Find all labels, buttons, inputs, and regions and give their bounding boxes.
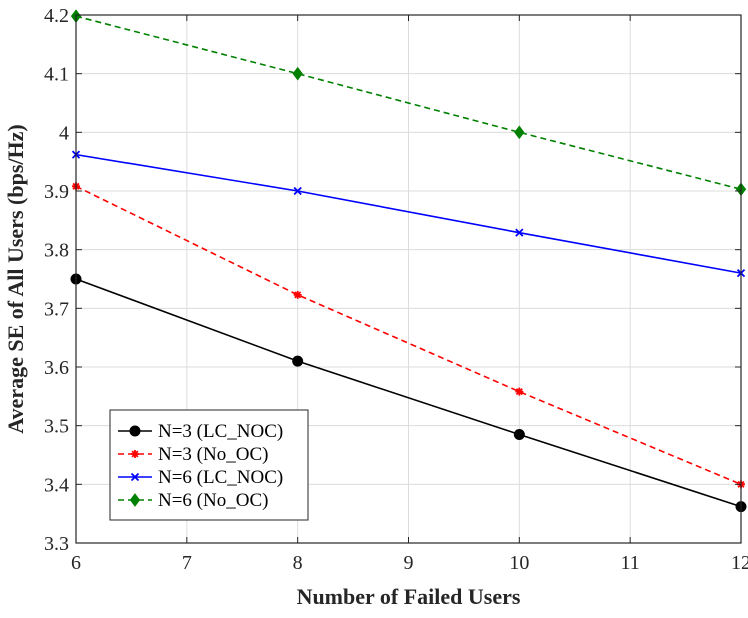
x-tick-label: 10 <box>509 552 529 574</box>
y-tick-label: 3.8 <box>44 240 69 262</box>
x-axis-label: Number of Failed Users <box>297 584 521 609</box>
series-3-point <box>515 228 524 237</box>
legend-box <box>109 409 309 521</box>
y-tick-label: 4 <box>59 122 69 144</box>
y-axis-label: Average SE of All Users (bps/Hz) <box>3 124 28 433</box>
legend-marker-1 <box>129 425 141 437</box>
series-3-point <box>293 186 302 196</box>
y-tick-label: 3.6 <box>44 357 69 379</box>
legend: N=3 (LC_NOC)N=3 (No_OC)N=6 (LC_NOC)N=6 (… <box>109 409 309 521</box>
series-1-point <box>513 428 525 440</box>
ticks: 6 7 8 9 10 11 12 3.3 3.4 3.5 3.6 3.7 3.8 3.9 4 4.1 4.2 <box>44 5 748 574</box>
series-1 <box>70 273 747 513</box>
legend-label-4: N=6 (No_OC) <box>158 490 268 511</box>
y-tick-label: 3.7 <box>44 298 69 320</box>
series-4-point <box>514 125 525 140</box>
series-2-point <box>515 387 524 396</box>
y-tick-label: 3.5 <box>44 416 69 438</box>
legend-label-3: N=6 (LC_NOC) <box>158 467 283 488</box>
x-tick-label: 9 <box>404 552 414 574</box>
series-2-line <box>75 185 742 486</box>
series-3-line <box>75 153 742 274</box>
y-tick-label: 3.3 <box>44 533 69 555</box>
x-tick-label: 6 <box>71 552 81 574</box>
series-4-line <box>75 15 742 191</box>
y-tick-label: 3.4 <box>44 474 69 496</box>
y-tick-label: 4.1 <box>44 64 69 86</box>
series-4 <box>70 9 747 197</box>
x-tick-label: 7 <box>182 552 192 574</box>
x-tick-label: 12 <box>731 552 748 574</box>
series-3 <box>71 150 746 278</box>
series-4-point <box>292 66 303 81</box>
series-2-point <box>293 290 302 299</box>
x-tick-label: 8 <box>293 552 303 574</box>
legend-marker-4 <box>129 493 141 507</box>
series-1-point <box>292 355 304 367</box>
series-layer <box>70 9 747 513</box>
legend-marker-3 <box>130 472 140 482</box>
x-tick-label: 11 <box>621 552 640 574</box>
legend-label-1: N=3 (LC_NOC) <box>158 421 283 442</box>
y-tick-label: 3.9 <box>44 181 69 203</box>
legend-label-2: N=3 (No_OC) <box>158 444 268 465</box>
series-1-line <box>75 278 742 508</box>
y-tick-label: 4.2 <box>44 5 69 27</box>
legend-marker-2 <box>131 450 139 458</box>
